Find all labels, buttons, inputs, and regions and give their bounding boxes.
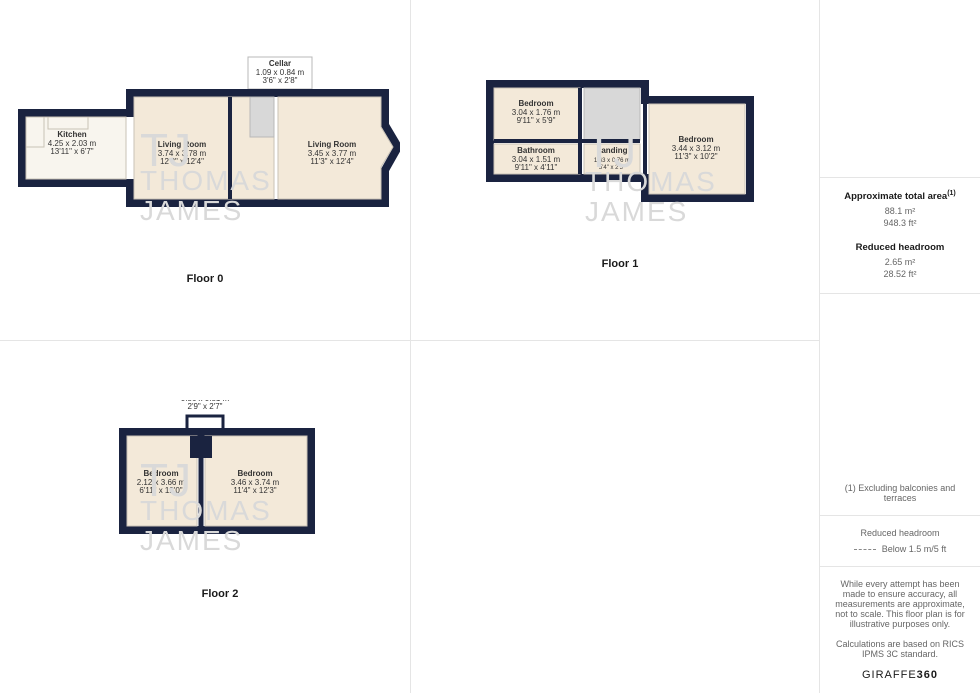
room-ft: 11'3" x 10'2"	[674, 152, 717, 161]
area-block: Approximate total area(1) 88.1 m² 948.3 …	[820, 177, 980, 294]
room-label: Bedroom	[143, 469, 178, 478]
legend-dash-icon	[854, 549, 876, 550]
legend-text: Below 1.5 m/5 ft	[882, 544, 947, 554]
room-ft: 11'3" x 12'4"	[310, 157, 353, 166]
floor1-label: Floor 1	[480, 258, 760, 270]
room-ft: 9'11" x 4'11"	[515, 163, 558, 172]
floor0-svg: Cellar 1.09 x 0.84 m 3'6" x 2'8" Kitchen…	[10, 55, 400, 255]
area-heading: Approximate total area(1)	[834, 190, 966, 202]
room-label: Bedroom	[678, 135, 713, 144]
room-ft: 5'4" x 2'5"	[599, 165, 625, 171]
cellar-ft: 3'6" x 2'8"	[263, 76, 298, 85]
room-label: Bathroom	[517, 146, 555, 155]
floor2-label: Floor 2	[105, 588, 335, 600]
sidebar: Approximate total area(1) 88.1 m² 948.3 …	[820, 0, 980, 693]
floor1-cell: TJ THOMAS JAMES Bedroom 3.04 x 1.76 m 9'…	[480, 70, 760, 270]
brand-logo: GIRAFFE360	[834, 669, 966, 681]
room-ft: 13'11" x 6'7"	[50, 147, 93, 156]
room-label: Bedroom	[518, 99, 553, 108]
reduced-m2: 2.65 m²	[834, 257, 966, 267]
room-m: 1.63 x 0.76 m	[594, 158, 630, 164]
floor2-cell: TJ THOMAS JAMES Landing 0.86 x 0.81 m 2'…	[105, 400, 335, 600]
area-m2: 88.1 m²	[834, 206, 966, 216]
landing-ft: 2'9" x 2'7"	[188, 402, 223, 411]
note1-block: (1) Excluding balconies and terraces	[820, 471, 980, 516]
note1-text: (1) Excluding balconies and terraces	[834, 483, 966, 503]
room-label: Living Room	[158, 140, 206, 149]
room-ft: 9'11" x 5'9"	[517, 116, 556, 125]
disclaimer-text: While every attempt has been made to ens…	[834, 579, 966, 629]
floor0-cell: TJ THOMAS JAMES Cellar 1.09 x 0.84 m 3'6…	[10, 55, 400, 285]
room-label: Bedroom	[237, 469, 272, 478]
floor2-svg: Landing 0.86 x 0.81 m 2'9" x 2'7" Bedroo…	[105, 400, 335, 570]
reduced-ft2: 28.52 ft²	[834, 269, 966, 279]
legend-block: Reduced headroom Below 1.5 m/5 ft	[820, 516, 980, 567]
calc-note: Calculations are based on RICS IPMS 3C s…	[834, 639, 966, 659]
room-label: Landing	[596, 146, 627, 155]
room-label: Kitchen	[57, 130, 86, 139]
reduced-heading: Reduced headroom	[834, 242, 966, 253]
floor1-svg: Bedroom 3.04 x 1.76 m 9'11" x 5'9" Bathr…	[480, 70, 760, 240]
cellar-label: Cellar	[269, 59, 291, 68]
room-ft: 12'3" x 12'4"	[160, 157, 204, 166]
area-ft2: 948.3 ft²	[834, 218, 966, 228]
legend-heading: Reduced headroom	[834, 528, 966, 538]
floor0-label: Floor 0	[10, 273, 400, 285]
room-ft: 6'11" x 12'0"	[139, 486, 182, 495]
room-ft: 11'4" x 12'3"	[233, 486, 276, 495]
disclaimer-block: While every attempt has been made to ens…	[820, 567, 980, 693]
floorplan-grid: TJ THOMAS JAMES Cellar 1.09 x 0.84 m 3'6…	[0, 0, 820, 693]
room-label: Living Room	[308, 140, 356, 149]
